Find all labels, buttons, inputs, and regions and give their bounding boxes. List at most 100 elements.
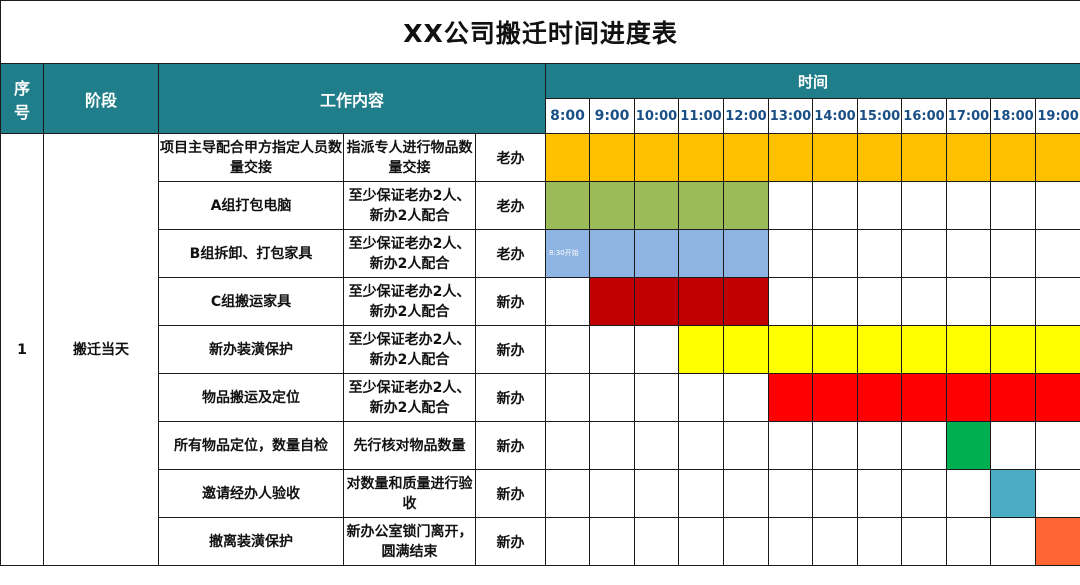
gantt-empty-cell (678, 421, 724, 470)
gantt-bar-cell (634, 229, 679, 278)
gantt-empty-cell (946, 229, 991, 278)
task-name: 邀请经办人验收 (158, 469, 344, 518)
task-office: 新办 (475, 469, 546, 518)
task-requirement: 至少保证老办2人、新办2人配合 (343, 277, 476, 326)
task-row: B组拆卸、打包家具 至少保证老办2人、新办2人配合 老办 8:30开始 (1, 229, 1080, 278)
gantt-empty-cell (589, 421, 635, 470)
gantt-bar-cell (678, 277, 724, 326)
gantt-empty-cell (545, 421, 590, 470)
gantt-bar-cell (589, 133, 635, 182)
time-slot: 14:00 (812, 98, 858, 134)
gantt-empty-cell (678, 373, 724, 422)
gantt-empty-cell (634, 469, 679, 518)
task-name: 新办装潢保护 (158, 325, 344, 374)
gantt-empty-cell (589, 325, 635, 374)
gantt-empty-cell (589, 373, 635, 422)
task-row: A组打包电脑 至少保证老办2人、新办2人配合 老办 (1, 181, 1080, 230)
gantt-empty-cell (1034, 469, 1080, 518)
task-office: 新办 (475, 277, 546, 326)
gantt-empty-cell (768, 469, 813, 518)
gantt-empty-cell (545, 373, 590, 422)
gantt-bar-cell (723, 229, 769, 278)
gantt-bar-cell (901, 373, 947, 422)
time-slot: 9:00 (589, 98, 635, 134)
task-row: 1 搬迁当天 项目主导配合甲方指定人员数量交接 指派专人进行物品数量交接 老办 (0, 133, 1080, 566)
bar-note: 8:30开始 (549, 249, 579, 257)
gantt-empty-cell (812, 277, 858, 326)
time-slot: 12:00 (723, 98, 769, 134)
gantt-empty-cell (901, 517, 947, 566)
header-content: 工作内容 (158, 63, 546, 134)
gantt-bar-cell (990, 133, 1036, 182)
time-slot: 15:00 (857, 98, 902, 134)
gantt-empty-cell (946, 469, 991, 518)
gantt-bar-cell (589, 181, 635, 230)
gantt-empty-cell (1034, 229, 1080, 278)
gantt-empty-cell (990, 517, 1036, 566)
task-office: 新办 (475, 373, 546, 422)
gantt-empty-cell (768, 421, 813, 470)
gantt-empty-cell (768, 181, 813, 230)
task-requirement: 至少保证老办2人、新办2人配合 (343, 373, 476, 422)
gantt-empty-cell (990, 421, 1036, 470)
gantt-empty-cell (946, 517, 991, 566)
task-office: 新办 (475, 325, 546, 374)
gantt-empty-cell (857, 469, 902, 518)
time-slot: 19:00 (1034, 98, 1080, 134)
gantt-bar-cell (946, 325, 991, 374)
gantt-bar-cell (946, 133, 991, 182)
gantt-bar-cell (634, 181, 679, 230)
gantt-empty-cell (634, 421, 679, 470)
gantt-bar-cell (545, 133, 590, 182)
time-slot: 8:00 (545, 98, 590, 134)
gantt-bar-cell (946, 421, 991, 470)
task-requirement: 至少保证老办2人、新办2人配合 (343, 181, 476, 230)
task-office: 新办 (475, 517, 546, 566)
gantt-bar-cell (990, 469, 1036, 518)
time-slot: 10:00 (634, 98, 679, 134)
gantt-bar-cell (857, 133, 902, 182)
gantt-bar-cell (545, 181, 590, 230)
gantt-empty-cell (946, 277, 991, 326)
gantt-empty-cell (812, 421, 858, 470)
gantt-bar-cell (723, 325, 769, 374)
gantt-empty-cell (857, 181, 902, 230)
gantt-empty-cell (634, 373, 679, 422)
gantt-empty-cell (857, 229, 902, 278)
gantt-empty-cell (857, 517, 902, 566)
gantt-bar-cell (990, 325, 1036, 374)
task-row: 撤离装潢保护 新办公室锁门离开，圆满结束 新办 (1, 517, 1080, 566)
gantt-empty-cell (857, 421, 902, 470)
task-name: 撤离装潢保护 (158, 517, 344, 566)
page-title: XX公司搬迁时间进度表 (0, 0, 1080, 64)
gantt-bar-cell (678, 325, 724, 374)
gantt-empty-cell (1034, 421, 1080, 470)
task-office: 老办 (475, 229, 546, 278)
gantt-empty-cell (857, 277, 902, 326)
task-row: 邀请经办人验收 对数量和质量进行验收 新办 (1, 469, 1080, 518)
task-row: 新办装潢保护 至少保证老办2人、新办2人配合 新办 (1, 325, 1080, 374)
gantt-bar-cell (812, 133, 858, 182)
gantt-empty-cell (901, 229, 947, 278)
task-office: 老办 (475, 181, 546, 230)
gantt-empty-cell (1034, 181, 1080, 230)
gantt-bar-cell (589, 229, 635, 278)
gantt-empty-cell (768, 229, 813, 278)
gantt-bar-cell (1034, 517, 1080, 566)
task-name: A组打包电脑 (158, 181, 344, 230)
gantt-bar-cell (678, 133, 724, 182)
gantt-empty-cell (589, 469, 635, 518)
gantt-bar-cell (990, 373, 1036, 422)
gantt-empty-cell (723, 517, 769, 566)
gantt-empty-cell (901, 421, 947, 470)
gantt-bar-cell: 8:30开始 (545, 229, 590, 278)
gantt-bar-cell (768, 133, 813, 182)
gantt-empty-cell (990, 277, 1036, 326)
gantt-bar-cell (901, 133, 947, 182)
gantt-empty-cell (678, 469, 724, 518)
gantt-bar-cell (723, 181, 769, 230)
task-requirement: 对数量和质量进行验收 (343, 469, 476, 518)
task-requirement: 至少保证老办2人、新办2人配合 (343, 229, 476, 278)
gantt-empty-cell (1034, 277, 1080, 326)
gantt-empty-cell (812, 181, 858, 230)
